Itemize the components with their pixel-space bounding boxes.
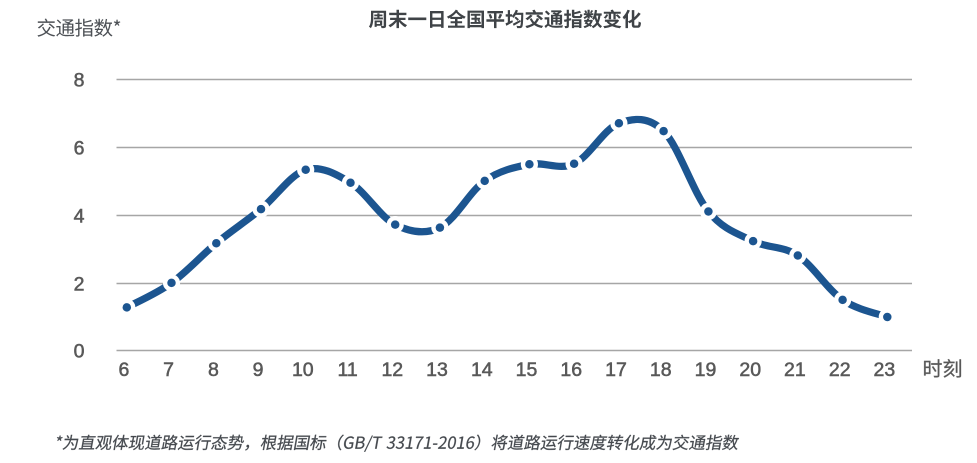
svg-text:7: 7 (163, 359, 174, 381)
svg-text:4: 4 (74, 205, 85, 227)
svg-text:0: 0 (74, 340, 85, 362)
svg-text:6: 6 (118, 359, 129, 381)
svg-text:2: 2 (74, 273, 85, 295)
svg-text:9: 9 (253, 359, 264, 381)
svg-text:20: 20 (739, 359, 761, 381)
svg-text:12: 12 (381, 359, 403, 381)
svg-text:14: 14 (471, 359, 493, 381)
svg-text:8: 8 (208, 359, 219, 381)
svg-text:15: 15 (516, 359, 538, 381)
svg-text:19: 19 (695, 359, 717, 381)
svg-text:22: 22 (829, 359, 851, 381)
svg-text:11: 11 (337, 359, 357, 381)
svg-text:21: 21 (784, 359, 806, 381)
svg-text:18: 18 (650, 359, 672, 381)
svg-text:23: 23 (874, 359, 896, 381)
svg-text:16: 16 (560, 359, 582, 381)
svg-text:8: 8 (74, 69, 85, 91)
svg-text:13: 13 (426, 359, 448, 381)
svg-text:10: 10 (292, 359, 314, 381)
svg-text:6: 6 (74, 137, 85, 159)
svg-text:17: 17 (605, 359, 627, 381)
